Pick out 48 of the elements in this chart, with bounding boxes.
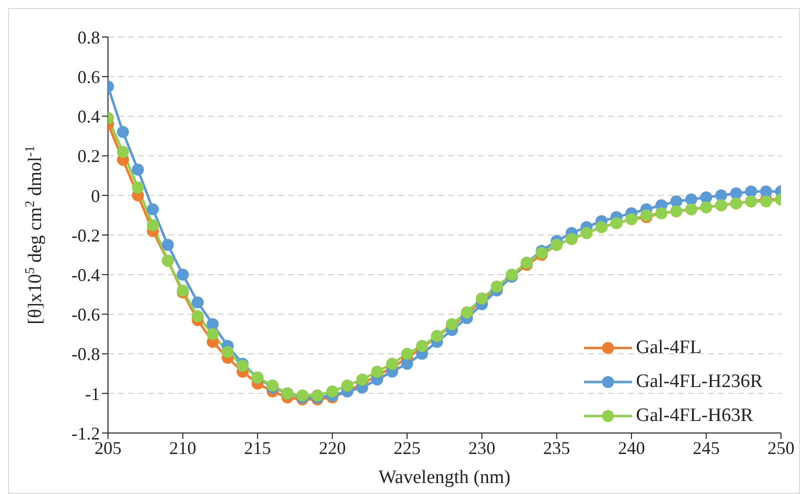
y-tick-label: -0.6 [72,304,100,325]
point [206,318,219,330]
y-tick-label: -0.4 [72,264,100,285]
x-axis-title: Wavelength (nm) [378,467,510,488]
point [386,358,398,370]
x-tick-label: 250 [768,438,794,458]
legend-label: Gal-4FL-H236R [636,371,763,393]
point [730,187,742,200]
point [116,126,129,138]
point [192,296,204,308]
y-tick-label: -0.2 [72,225,100,246]
point [356,374,368,386]
legend-label: Gal-4FL [636,337,702,359]
y-tick-label: 0.4 [78,106,100,127]
point [146,203,159,216]
point [685,193,698,206]
y-tick-label: -1 [85,384,100,404]
point [715,189,728,202]
point [162,238,174,251]
x-tick-label: 215 [244,438,272,458]
point [700,191,712,204]
point [206,328,219,340]
point [760,185,772,198]
y-tick-label: 0.2 [78,146,100,166]
y-tick-label: 0 [91,186,100,206]
x-tick-label: 240 [618,438,645,458]
point [326,385,338,398]
legend-label: Gal-4FL-H63R [636,405,754,427]
y-tick-label: 0.6 [78,66,100,87]
point [132,181,144,194]
point [116,146,129,158]
point [146,219,159,232]
point [192,310,204,322]
x-tick-label: 225 [394,438,421,458]
point [745,185,758,198]
point [341,379,354,392]
point [222,346,234,358]
x-tick-label: 230 [468,438,496,458]
y-tick-label: -0.8 [72,344,100,364]
x-tick-label: 245 [692,438,720,458]
point [176,268,189,281]
point [371,366,384,378]
x-tick-label: 235 [543,438,570,458]
point [132,164,144,176]
point [670,195,682,208]
x-tick-label: 220 [318,438,346,458]
y-tick-label: 0.8 [78,27,100,48]
x-tick-label: 210 [169,438,196,458]
